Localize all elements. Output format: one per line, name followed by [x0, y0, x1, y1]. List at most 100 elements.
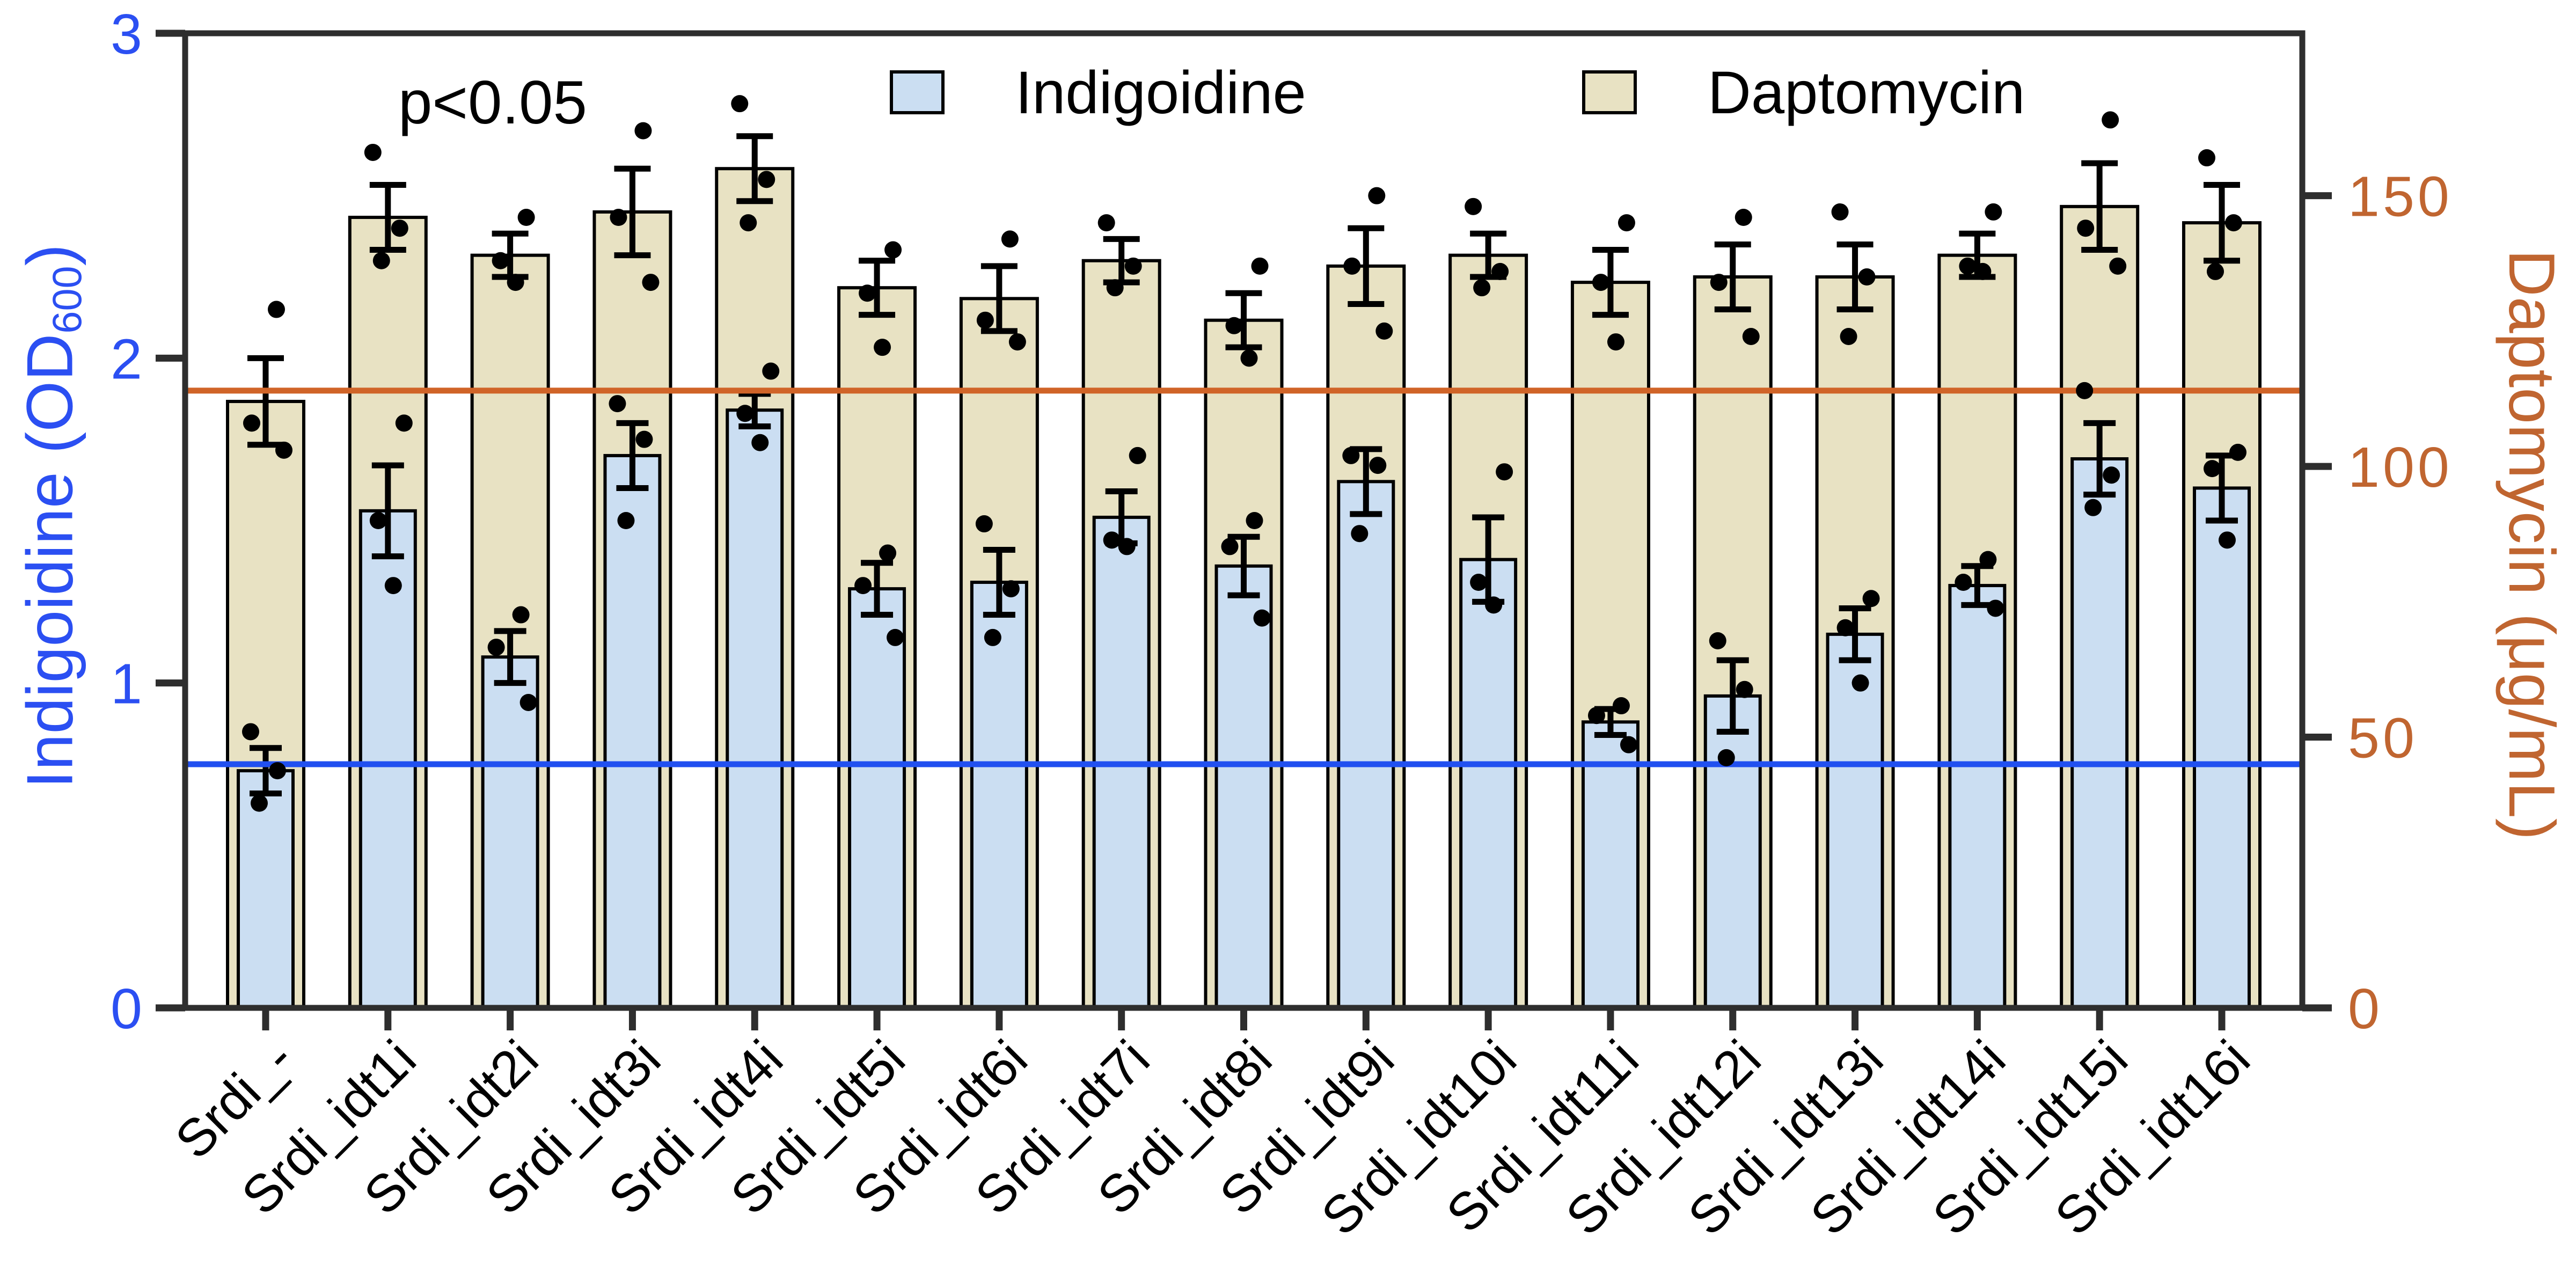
daptomycin-data-point-dot [243, 414, 260, 432]
indigoidine-data-point-dot [1979, 551, 1997, 568]
bar-group-Srdi_idt8i [1204, 290, 1284, 1010]
indigoidine-data-point-dot [2204, 460, 2221, 478]
indigoidine-data-point-dot [1836, 619, 1854, 636]
indigoidine-data-point-dot [854, 577, 872, 595]
daptomycin-data-point-dot [1831, 203, 1849, 221]
indigoidine-data-point-dot [635, 430, 653, 448]
indigoidine-data-point-dot [762, 362, 780, 380]
indigoidine-data-point-dot [2084, 499, 2102, 516]
indigoidine-data-point-dot [1470, 574, 1488, 591]
daptomycin-data-point-dot [372, 252, 390, 269]
indigoidine-data-point-dot [519, 693, 537, 711]
indigoidine-data-point-dot [609, 395, 626, 413]
right-axis-tick-label: 150 [2348, 165, 2453, 229]
daptomycin-data-point-dot [1097, 214, 1115, 232]
daptomycin-data-point-dot [976, 311, 994, 329]
indigoidine-data-point-dot [751, 434, 769, 451]
bar-group-Srdi_idt3i [592, 165, 672, 1009]
indigoidine-data-point-dot [242, 723, 259, 741]
daptomycin-data-point-dot [2207, 262, 2224, 280]
daptomycin-data-point-dot [507, 274, 524, 291]
indigoidine-bar [1826, 632, 1884, 1010]
indigoidine-bar [848, 587, 906, 1009]
left-axis-tick-label: 1 [111, 653, 142, 716]
daptomycin-data-point-dot [1124, 257, 1142, 275]
bar-group-Srdi_- [226, 355, 305, 1010]
indigoidine-data-point-dot [1862, 590, 1880, 608]
indigoidine-data-point-dot [617, 512, 635, 529]
indigoidine-bar [970, 581, 1028, 1009]
daptomycin-data-point-dot [1858, 268, 1876, 286]
left-axis-title: Indigoidine (OD600) [13, 244, 91, 789]
daptomycin-data-point-dot [1375, 322, 1393, 340]
indigoidine-data-point-dot [1253, 609, 1271, 627]
indigoidine-bar [1337, 480, 1395, 1009]
daptomycin-data-point-dot [642, 274, 660, 291]
indigoidine-bar [1581, 720, 1640, 1009]
daptomycin-data-point-dot [1251, 257, 1269, 275]
indigoidine-data-point-dot [369, 512, 387, 529]
indigoidine-data-point-dot [1709, 632, 1726, 649]
indigoidine-data-point-dot [384, 577, 402, 595]
right-axis-tick-label: 50 [2348, 707, 2418, 770]
indigoidine-data-point-dot [2076, 382, 2094, 399]
indigoidine-data-point-dot [736, 405, 754, 422]
indigoidine-data-point-dot [487, 639, 505, 656]
daptomycin-data-point-dot [874, 339, 891, 356]
daptomycin-data-point-dot [1710, 274, 1728, 291]
daptomycin-data-point-dot [1106, 279, 1124, 297]
right-axis-title: Daptomycin (μg/mL) [2496, 249, 2568, 840]
indigoidine-data-point-dot [1717, 749, 1735, 766]
legend-label-daptomycin: Daptomycin [1708, 58, 2025, 126]
indigoidine-data-point-dot [251, 794, 268, 812]
indigoidine-data-point-dot [1736, 680, 1753, 698]
bar-group-Srdi_idt1i [348, 181, 428, 1009]
right-axis-tick-label: 100 [2348, 436, 2453, 499]
left-axis-tick-label: 2 [111, 327, 142, 391]
left-axis-tick-label: 3 [111, 3, 142, 66]
daptomycin-data-point-dot [731, 95, 749, 113]
daptomycin-data-point-dot [1001, 230, 1019, 248]
indigoidine-data-point-dot [2229, 443, 2246, 461]
indigoidine-data-point-dot [1496, 463, 1513, 481]
daptomycin-data-point-dot [268, 301, 285, 318]
indigoidine-data-point-dot [887, 628, 904, 646]
daptomycin-data-point-dot [1473, 279, 1491, 297]
indigoidine-data-point-dot [984, 628, 1001, 646]
daptomycin-data-point-dot [492, 252, 509, 269]
left-axis-tick-label: 0 [111, 977, 142, 1041]
bar-group-Srdi_idt7i [1081, 236, 1161, 1010]
bar-group-Srdi_idt15i [2060, 160, 2140, 1009]
indigoidine-data-point-dot [1118, 538, 1136, 555]
indigoidine-data-point-dot [1342, 447, 1360, 464]
daptomycin-data-point-dot [610, 209, 627, 226]
daptomycin-data-point-dot [2077, 219, 2095, 237]
bar-group-Srdi_idt14i [1937, 230, 2017, 1010]
bar-group-Srdi_idt9i [1326, 225, 1406, 1009]
daptomycin-data-point-dot [1368, 187, 1386, 204]
indigoidine-data-point-dot [1369, 457, 1387, 474]
indigoidine-data-point-dot [1221, 538, 1239, 555]
daptomycin-data-point-dot [1742, 327, 1760, 345]
indigoidine-bar [1948, 584, 2007, 1009]
daptomycin-data-point-dot [1491, 262, 1509, 280]
indigoidine-bar [1459, 558, 1518, 1009]
indigoidine-data-point-dot [1002, 580, 1020, 598]
daptomycin-data-point-dot [1735, 209, 1752, 226]
daptomycin-data-point-dot [1465, 197, 1482, 215]
daptomycin-data-point-dot [859, 284, 876, 302]
bar-group-Srdi_idt11i [1570, 247, 1650, 1009]
indigoidine-data-point-dot [1103, 531, 1121, 549]
indigoidine-data-point-dot [269, 762, 286, 780]
bar-group-Srdi_idt6i [959, 263, 1039, 1009]
indigoidine-data-point-dot [1246, 512, 1263, 529]
indigoidine-data-point-dot [975, 515, 993, 533]
daptomycin-data-point-dot [364, 143, 382, 161]
daptomycin-data-point-dot [1607, 333, 1624, 351]
bar-group-Srdi_idt16i [2182, 181, 2262, 1010]
indigoidine-data-point-dot [395, 414, 413, 432]
indigoidine-data-point-dot [512, 606, 530, 624]
indigoidine-bar [2193, 486, 2251, 1009]
